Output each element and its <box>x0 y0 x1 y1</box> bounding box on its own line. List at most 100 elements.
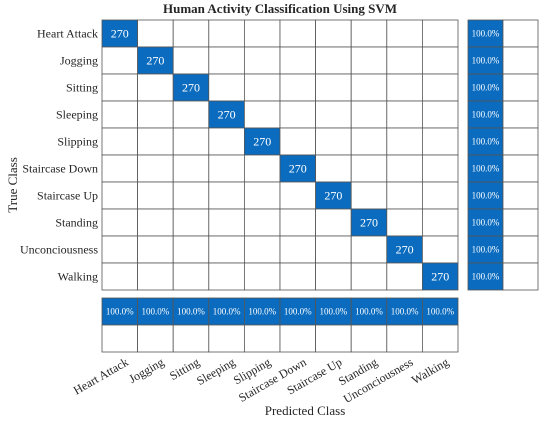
row-summary-label: 100.0% <box>472 137 500 147</box>
cell <box>350 235 388 264</box>
cell <box>421 154 459 183</box>
cell <box>172 181 210 210</box>
cell <box>315 154 352 183</box>
cell <box>101 127 138 156</box>
cell-value: 270 <box>182 80 200 94</box>
row-summary-label: 100.0% <box>472 218 500 228</box>
column-summary-cell <box>137 297 174 326</box>
cell <box>243 46 281 75</box>
cell <box>315 46 352 75</box>
column-summary-cell <box>208 297 245 326</box>
cell <box>350 19 388 48</box>
cell <box>208 262 245 291</box>
y-tick-label: Slipping <box>57 134 98 148</box>
column-summary-label: 100.0% <box>248 307 276 317</box>
cell-value: 270 <box>360 215 378 229</box>
column-summary-empty <box>315 324 352 353</box>
cell <box>421 235 459 264</box>
cell <box>208 127 245 156</box>
cell <box>350 208 388 237</box>
row-summary-empty <box>502 73 539 102</box>
y-tick-label: Heart Attack <box>37 26 98 40</box>
cell <box>137 235 174 264</box>
cell <box>243 235 281 264</box>
row-summary-cell <box>467 154 504 183</box>
y-tick-label: Jogging <box>60 53 98 67</box>
column-summary-cell <box>315 297 352 326</box>
cell <box>386 262 423 291</box>
cell <box>279 19 316 48</box>
cell <box>386 19 423 48</box>
cell <box>386 100 423 129</box>
row-summary-cell <box>467 100 504 129</box>
cell <box>137 154 174 183</box>
row-summary-cell <box>467 73 504 102</box>
cell <box>243 154 281 183</box>
cell <box>101 46 138 75</box>
cell <box>101 208 138 237</box>
cell <box>386 181 423 210</box>
cell <box>315 100 352 129</box>
y-tick-label: Standing <box>55 215 98 229</box>
cell <box>421 208 459 237</box>
column-summary-cell <box>279 297 316 326</box>
x-axis-label: Predicted Class <box>265 403 346 418</box>
column-summary-empty <box>350 324 388 353</box>
cell <box>243 73 281 102</box>
cell <box>350 46 388 75</box>
cell <box>279 127 316 156</box>
x-tick-label: Sleeping <box>194 355 237 388</box>
x-tick-label: Jogging <box>126 355 166 386</box>
cell <box>137 262 174 291</box>
y-tick-label: Walking <box>58 269 98 283</box>
cell <box>101 181 138 210</box>
cell <box>101 154 138 183</box>
column-summary-label: 100.0% <box>177 307 205 317</box>
cell <box>137 73 174 102</box>
column-summary-label: 100.0% <box>355 307 383 317</box>
row-summary-label: 100.0% <box>472 83 500 93</box>
column-summary-empty <box>172 324 210 353</box>
row-summary-empty <box>502 100 539 129</box>
cell <box>243 19 281 48</box>
row-summary-empty <box>502 46 539 75</box>
cell <box>243 262 281 291</box>
cell <box>243 208 281 237</box>
cell <box>208 208 245 237</box>
chart-title: Human Activity Classification Using SVM <box>163 1 397 16</box>
cell <box>172 19 210 48</box>
row-summary-cell <box>467 262 504 291</box>
cell <box>137 208 174 237</box>
cell <box>137 127 174 156</box>
cell <box>243 181 281 210</box>
row-summary-empty <box>502 154 539 183</box>
row-summary-label: 100.0% <box>472 272 500 282</box>
cell <box>101 73 138 102</box>
row-summary-empty <box>502 208 539 237</box>
column-summary-label: 100.0% <box>320 307 348 317</box>
cell <box>172 208 210 237</box>
cell <box>279 100 316 129</box>
column-summary-label: 100.0% <box>284 307 312 317</box>
cell <box>208 235 245 264</box>
row-summary-label: 100.0% <box>472 29 500 39</box>
cell <box>243 100 281 129</box>
cell <box>350 181 388 210</box>
cell <box>315 208 352 237</box>
cell <box>421 19 459 48</box>
row-summary-label: 100.0% <box>472 56 500 66</box>
y-tick-label: Sitting <box>66 80 98 94</box>
cell <box>279 181 316 210</box>
cell-value: 270 <box>431 269 449 283</box>
y-tick-label: Unconciousness <box>20 242 98 256</box>
cell <box>172 100 210 129</box>
x-tick-label: Walking <box>409 355 451 387</box>
cell <box>279 235 316 264</box>
cell <box>172 235 210 264</box>
cell <box>172 127 210 156</box>
cell <box>421 100 459 129</box>
cell <box>172 46 210 75</box>
cell <box>315 235 352 264</box>
cell <box>421 46 459 75</box>
